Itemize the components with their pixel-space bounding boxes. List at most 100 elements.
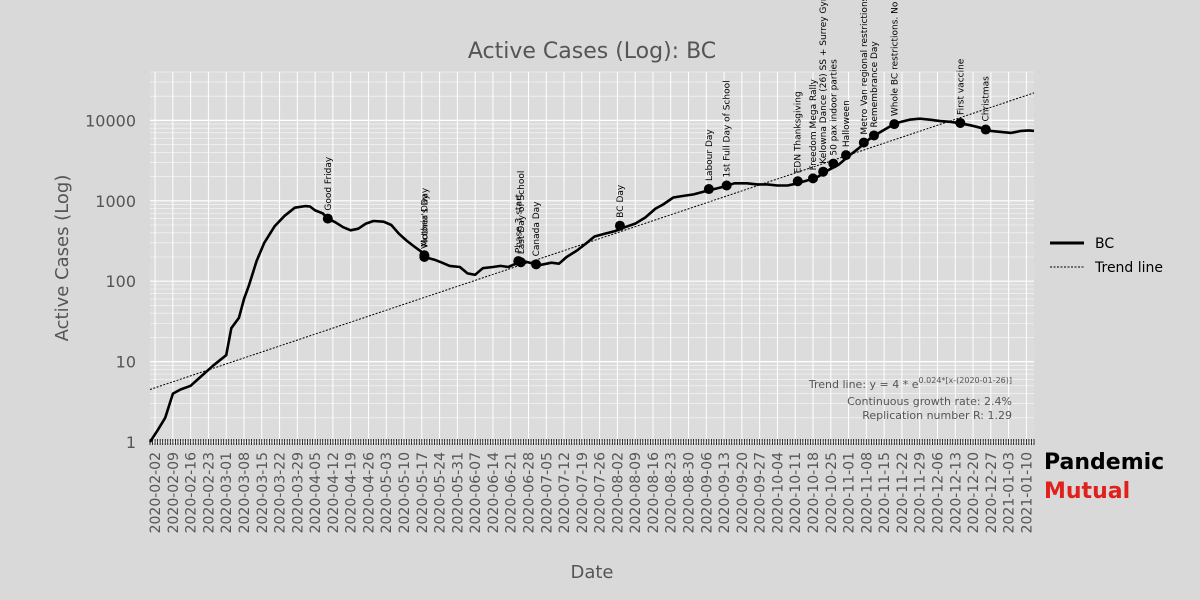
event-marker [889,119,900,130]
event-label: First vaccine [956,58,966,115]
x-tick-label: 2020-06-28 [521,452,537,533]
x-tick-label: 2020-06-07 [468,452,484,533]
x-tick-label: 2020-10-18 [806,452,822,533]
event-marker [980,124,991,135]
x-tick-label: 2020-06-21 [504,452,520,533]
x-tick-label: 2021-01-03 [1002,452,1018,533]
x-tick-label: 2020-07-05 [539,452,555,533]
x-tick-label: 2021-01-10 [1019,452,1035,533]
y-axis-label: Active Cases (Log) [52,175,73,342]
x-tick-label: 2020-10-04 [770,452,786,533]
x-tick-label: 2020-12-13 [948,452,964,533]
event-marker [828,158,839,169]
x-tick-label: 2020-05-24 [433,452,449,533]
x-tick-label: 2020-11-29 [913,452,929,533]
event-label: Victoria Day [420,194,430,249]
x-tick-labels: 2020-02-02 2020-02-09 2020-02-16 2020-02-23… [148,452,1035,533]
event-label: Remembrance Day [870,41,880,128]
trend-line [149,92,1035,390]
y-tick-label: 10000 [85,111,136,130]
event-marker [531,259,542,270]
x-tick-label: 2020-02-09 [166,452,182,533]
x-tick-label: 2020-03-08 [237,452,253,533]
x-tick-label: 2020-05-03 [379,452,395,533]
event-marker [858,137,869,148]
x-tick-label: 2020-03-01 [219,452,235,533]
x-tick-label: 2020-03-15 [255,452,271,533]
legend: BC Trend line [1050,236,1163,276]
y-tick-label: 1 [126,433,136,452]
x-tick-label: 2020-02-23 [201,452,217,533]
event-label: Last Day of School [517,171,527,255]
x-tick-label: 2020-04-12 [326,452,342,533]
x-tick-label: 2020-05-17 [415,452,431,533]
x-tick-label: 2020-04-26 [361,452,377,533]
x-tick-label: 2020-07-19 [575,452,591,533]
event-marker [721,180,732,191]
y-tick-label: 1000 [95,192,136,211]
x-tick-label: 2020-07-26 [593,452,609,533]
x-tick-label: 2020-09-06 [699,452,715,533]
x-tick-label: 2020-05-10 [397,452,413,533]
event-marker [818,166,829,177]
x-tick-label: 2020-09-13 [717,452,733,533]
event-label: Kelowna Dance (26) SS + Surrey Gym [819,0,829,164]
x-tick-label: 2020-05-31 [450,452,466,533]
brand-line-2: Mutual [1044,479,1131,504]
x-axis-label: Date [570,562,613,583]
legend-label-trend: Trend line [1094,260,1163,276]
event-marker [955,117,966,128]
event-marker [841,150,852,161]
x-tick-label: 2020-08-16 [646,452,662,533]
event-label: 1st Full Day of School [723,80,733,177]
x-tick-label: 2020-04-05 [308,452,324,533]
x-tick-label: 2020-11-08 [859,452,875,533]
x-tick-label: 2020-10-25 [824,452,840,533]
x-tick-label: 2020-10-11 [788,452,804,533]
event-label: Whole BC restrictions. No [890,1,900,116]
legend-label-bc: BC [1095,236,1114,252]
x-tick-label: 2020-12-27 [984,452,1000,533]
event-label: Christmas [982,76,992,122]
x-tick-label: 2020-02-16 [184,452,200,533]
event-label: Halloween [842,100,852,147]
y-tick-label: 100 [105,272,136,291]
chart-title: Active Cases (Log): BC [468,39,716,64]
event-label: Good Friday [324,156,334,211]
event-marker [703,184,714,195]
event-marker [515,257,526,268]
y-tick-label: 10 [116,353,136,372]
event-marker [614,220,625,231]
x-tick-label: 2020-12-06 [930,452,946,533]
x-tick-label: 2020-11-01 [842,452,858,533]
x-tick-label: 2020-11-15 [877,452,893,533]
event-marker [792,176,803,187]
event-marker [322,213,333,224]
x-tick-label: 2020-08-02 [610,452,626,533]
event-marker [808,173,818,184]
x-tick-label: 2020-04-19 [344,452,360,533]
trend-equation: Trend line: y = 4 * e0.024*[x-(2020-01-2… [808,376,1012,391]
event-label: Freedom Mega Rally [809,78,819,170]
x-tick-label: 2020-03-22 [273,452,289,533]
growth-rate: Continuous growth rate: 2.4% [847,395,1012,408]
event-marker [868,130,879,141]
x-tick-label: 2020-11-22 [895,452,911,533]
brand-line-1: Pandemic [1044,450,1165,475]
x-tick-label: 2020-07-12 [557,452,573,533]
event-label: Metro Van regional restrictions [860,0,870,135]
replication-number: Replication number R: 1.29 [862,409,1012,422]
event-label: EDN Thanksgiving [794,91,804,173]
x-tick-label: 2020-08-23 [664,452,680,533]
x-tick-label: 2020-09-27 [753,452,769,533]
event-label: BC Day [616,184,626,218]
x-tick-label: 2020-09-20 [735,452,751,533]
x-tick-label: 2020-12-20 [966,452,982,533]
event-label: Labour Day [705,129,715,181]
event-label: Phase 3 start [514,193,524,253]
y-tick-labels: 1 10 100 1000 10000 [85,111,136,452]
trend-equation-annotation: Trend line: y = 4 * e0.024*[x-(2020-01-2… [808,376,1012,422]
event-marker [419,252,430,262]
